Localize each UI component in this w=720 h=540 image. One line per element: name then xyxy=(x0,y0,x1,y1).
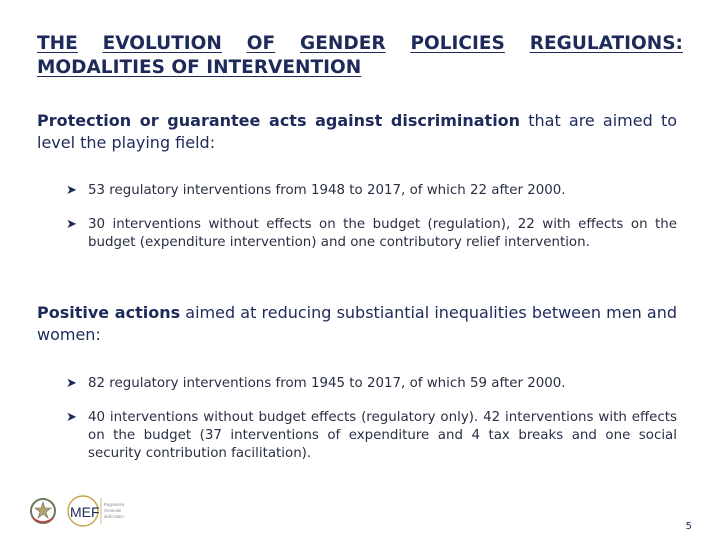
title-word: POLICIES xyxy=(410,33,505,54)
heading-rest: that are aimed to level the playing fiel… xyxy=(37,111,678,152)
heading-bold: Protection or guarantee acts against dis… xyxy=(37,111,521,130)
list-item: ➤ 30 interventions without effects on th… xyxy=(66,216,677,252)
heading-bold: Positive actions xyxy=(37,303,181,322)
title-word: REGULATIONS: xyxy=(529,33,683,54)
mef-logo-text: MEF xyxy=(70,504,100,520)
heading-rest: aimed at reducing substiantial inequalit… xyxy=(37,303,677,344)
bullet-text: 82 regulatory interventions from 1945 to… xyxy=(88,376,566,391)
svg-text:dello Stato: dello Stato xyxy=(104,514,124,519)
title-line-1: THE EVOLUTION OF GENDER POLICIES REGULAT… xyxy=(37,32,683,56)
arrow-bullet-icon: ➤ xyxy=(66,183,77,198)
title-word: THE xyxy=(37,33,78,54)
list-item: ➤ 40 interventions without budget effect… xyxy=(66,409,677,463)
slide-title: THE EVOLUTION OF GENDER POLICIES REGULAT… xyxy=(37,32,683,80)
title-word: GENDER xyxy=(300,33,386,54)
mef-logo: MEF Ragioneria Generale dello Stato xyxy=(67,495,125,527)
list-item: ➤ 82 regulatory interventions from 1945 … xyxy=(66,375,677,393)
title-word: OF xyxy=(246,33,276,54)
svg-text:Ragioneria: Ragioneria xyxy=(104,502,125,507)
list-item: ➤ 53 regulatory interventions from 1948 … xyxy=(66,182,677,200)
bullet-text: 40 interventions without budget effects … xyxy=(88,410,677,461)
arrow-bullet-icon: ➤ xyxy=(66,376,77,391)
bullet-text: 30 interventions without effects on the … xyxy=(88,217,677,250)
arrow-bullet-icon: ➤ xyxy=(66,217,77,232)
section-protection-heading: Protection or guarantee acts against dis… xyxy=(37,110,677,154)
bullet-text: 53 regulatory interventions from 1948 to… xyxy=(88,183,566,198)
page-number: 5 xyxy=(685,521,692,532)
section-positive-actions-heading: Positive actions aimed at reducing subst… xyxy=(37,302,677,346)
title-line-2: MODALITIES OF INTERVENTION xyxy=(37,57,362,78)
arrow-bullet-icon: ➤ xyxy=(66,410,77,425)
svg-text:Generale: Generale xyxy=(104,508,122,513)
title-word: EVOLUTION xyxy=(102,33,222,54)
italian-republic-emblem-icon xyxy=(30,498,56,524)
